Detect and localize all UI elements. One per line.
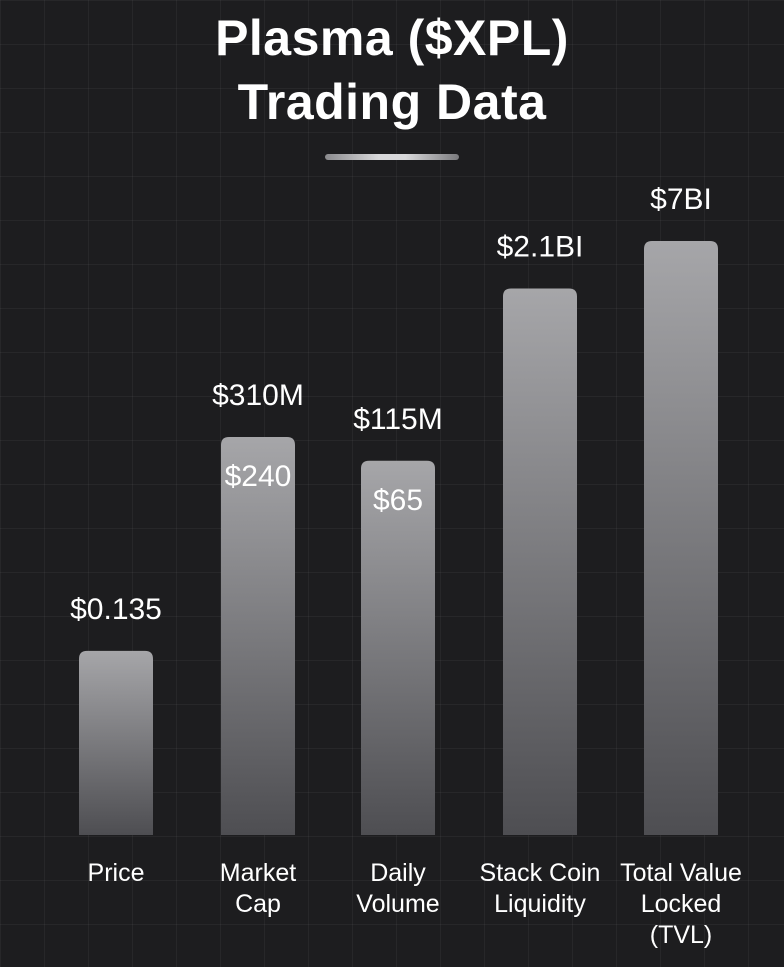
chart-title: Plasma ($XPL) Trading Data [0, 6, 784, 134]
inner-label-1: $240 [225, 460, 292, 493]
category-label-4-2: (TVL) [650, 921, 713, 949]
category-label-1-1: Cap [235, 890, 281, 918]
value-label-0: $0.135 [70, 593, 162, 626]
title-line-2: Trading Data [237, 74, 547, 130]
category-label-2-0: Daily [370, 859, 426, 887]
title-divider [325, 154, 459, 160]
bar-2 [361, 460, 435, 835]
value-label-3: $2.1BI [497, 231, 584, 264]
category-label-4-1: Locked [641, 890, 722, 918]
bar-0 [79, 650, 153, 835]
bar-4 [644, 241, 718, 835]
category-label-0-0: Price [88, 859, 145, 887]
category-label-2-1: Volume [356, 890, 439, 918]
inner-label-2: $65 [373, 484, 423, 517]
category-label-3-1: Liquidity [494, 890, 586, 918]
value-label-1: $310M [212, 379, 304, 412]
labels-layer: $0.135 Price $310M $240 Market Cap $115M $65 Dai… [70, 183, 742, 949]
bar-1 [221, 437, 295, 835]
bars-layer [79, 241, 718, 835]
category-label-3-0: Stack Coin [480, 859, 601, 887]
category-label-4-0: Total Value [620, 859, 742, 887]
bar-3 [503, 288, 577, 835]
title-line-1: Plasma ($XPL) [215, 10, 569, 66]
value-label-4: $7BI [650, 183, 712, 216]
category-label-1-0: Market [220, 859, 296, 887]
value-label-2: $115M [353, 403, 443, 436]
